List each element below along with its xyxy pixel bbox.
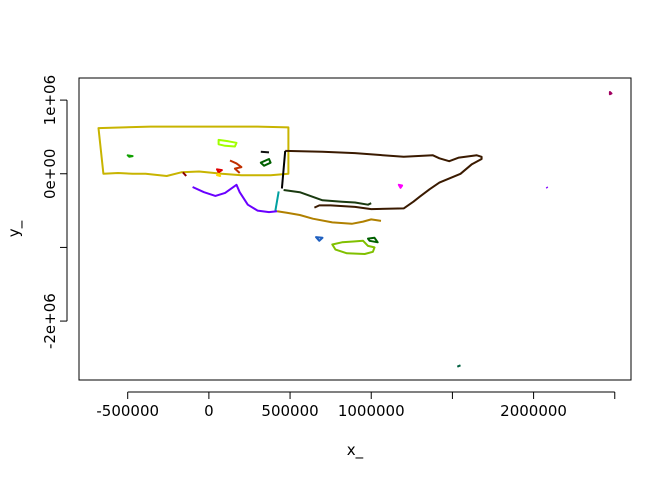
x-tick-label-1: 0 — [204, 402, 214, 420]
x-tick-label-5: 2000000 — [500, 402, 567, 420]
x-axis: -500000 0 500000 1000000 2000000 — [96, 391, 616, 420]
y-tick-label-2: 0e+00 — [41, 149, 59, 199]
series-path-17 — [315, 236, 324, 242]
series-path-15 — [545, 186, 549, 189]
y-tick-label-3: 1e+06 — [41, 75, 59, 125]
series-path-21 — [216, 172, 222, 177]
series-path-20 — [216, 168, 223, 174]
series-path-18 — [367, 236, 379, 244]
series-path-12 — [126, 154, 134, 158]
series-path-7 — [331, 239, 376, 255]
series-path-4 — [283, 189, 372, 206]
y-axis: -2e+06 0e+00 1e+06 — [41, 75, 68, 349]
series-path-6 — [276, 210, 382, 225]
series-path-11 — [260, 150, 270, 154]
series-path-3 — [274, 191, 280, 211]
series-path-16 — [456, 364, 461, 368]
x-tick-label-3: 1000000 — [338, 402, 405, 420]
series-layer — [97, 91, 613, 368]
series-path-19 — [182, 171, 187, 177]
x-tick-label-2: 500000 — [261, 402, 318, 420]
series-path-9 — [229, 159, 243, 174]
plot-box — [78, 77, 632, 381]
x-axis-label: x_ — [347, 441, 364, 460]
series-path-1 — [285, 149, 483, 211]
series-path-0 — [97, 125, 290, 177]
y-axis-label: y_ — [5, 220, 24, 237]
series-path-13 — [397, 183, 404, 189]
x-tick-label-0: -500000 — [96, 402, 159, 420]
series-path-2 — [280, 150, 287, 189]
series-path-8 — [217, 138, 238, 148]
y-tick-label-0: -2e+06 — [41, 293, 59, 349]
series-path-14 — [608, 91, 613, 96]
series-path-5 — [192, 183, 278, 214]
series-path-10 — [259, 158, 272, 167]
